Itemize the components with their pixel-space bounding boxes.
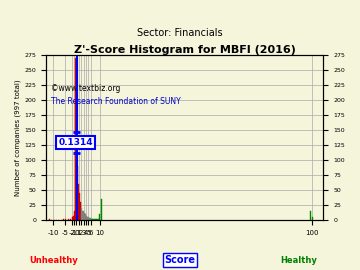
Bar xyxy=(49,219,50,220)
Bar xyxy=(92,219,93,220)
Bar xyxy=(79,193,80,220)
Text: Sector: Financials: Sector: Financials xyxy=(137,28,223,38)
Bar xyxy=(78,184,79,220)
Bar xyxy=(93,219,94,220)
Bar xyxy=(76,166,78,220)
Bar xyxy=(68,219,69,220)
Bar xyxy=(99,214,100,220)
Bar xyxy=(91,219,92,220)
Bar xyxy=(86,215,87,220)
Title: Z'-Score Histogram for MBFI (2016): Z'-Score Histogram for MBFI (2016) xyxy=(74,45,296,55)
Bar xyxy=(74,211,75,220)
Text: Healthy: Healthy xyxy=(280,256,317,265)
Bar xyxy=(88,217,89,220)
Bar xyxy=(72,217,73,220)
Bar xyxy=(80,202,81,220)
Bar xyxy=(65,219,67,220)
Bar xyxy=(100,199,102,220)
Text: 0.1314: 0.1314 xyxy=(59,138,93,147)
Bar xyxy=(63,219,64,220)
Bar xyxy=(70,219,71,220)
Bar xyxy=(89,218,91,220)
Bar xyxy=(82,211,84,220)
Bar xyxy=(94,219,95,220)
Text: Unhealthy: Unhealthy xyxy=(30,256,78,265)
Bar xyxy=(310,211,311,220)
Text: ©www.textbiz.org: ©www.textbiz.org xyxy=(51,83,121,93)
Y-axis label: Number of companies (997 total): Number of companies (997 total) xyxy=(15,80,22,196)
Bar xyxy=(98,219,99,220)
Text: The Research Foundation of SUNY: The Research Foundation of SUNY xyxy=(51,97,181,106)
Bar xyxy=(84,213,85,220)
Bar xyxy=(73,215,74,220)
Bar xyxy=(312,217,314,220)
Bar xyxy=(75,59,76,220)
Bar xyxy=(95,219,96,220)
Bar xyxy=(87,217,88,220)
Bar xyxy=(85,214,86,220)
Bar xyxy=(81,208,82,220)
Bar xyxy=(96,219,98,220)
Text: Score: Score xyxy=(165,255,195,265)
